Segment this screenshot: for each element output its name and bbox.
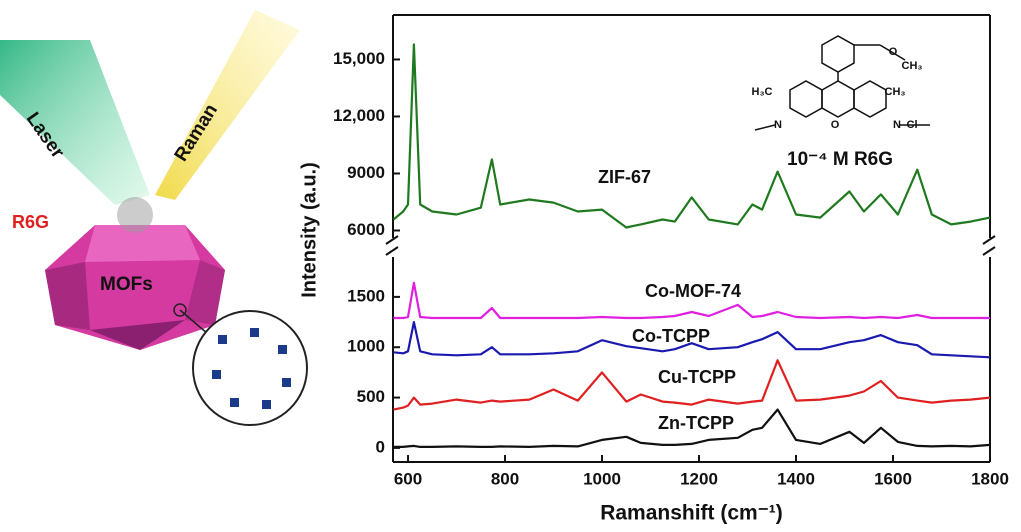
series-label: ZIF-67 xyxy=(598,167,651,187)
y2-tick-label: 6000 xyxy=(347,220,385,239)
atom-label: Cl xyxy=(907,119,918,131)
x-tick-label: 1000 xyxy=(583,469,621,488)
mofs-label: MOFs xyxy=(100,274,153,295)
series-label: Co-MOF-74 xyxy=(645,281,741,301)
x-tick-label: 600 xyxy=(394,469,422,488)
y-tick-label: 500 xyxy=(357,387,385,406)
y2-tick-label: 12,000 xyxy=(333,106,385,125)
atom-label: O xyxy=(831,119,840,131)
illustration: Laser Raman R6G MOFs xyxy=(0,10,307,425)
atom-label: O xyxy=(889,46,898,58)
page: Laser Raman R6G MOFs H₃C CH₃ N O N Cl O CH₃ 10⁻… xyxy=(0,0,1021,527)
x-tick-label: 1200 xyxy=(680,469,718,488)
molecule-sketch xyxy=(755,36,930,130)
x-axis-label: Ramanshift (cm⁻¹) xyxy=(600,502,783,525)
y2-tick-label: 9000 xyxy=(347,163,385,182)
figure: Laser Raman R6G MOFs H₃C CH₃ N O N Cl O CH₃ 10⁻… xyxy=(0,0,1021,527)
r6g-label: R6G xyxy=(12,212,49,232)
y-tick-label: 1500 xyxy=(347,286,385,305)
series-label: Co-TCPP xyxy=(632,326,710,346)
laser-beam xyxy=(0,40,150,205)
x-tick-label: 1600 xyxy=(874,469,912,488)
molecule-labels: H₃C CH₃ N O N Cl O CH₃ xyxy=(752,46,923,131)
atom-label: CH₃ xyxy=(885,86,906,98)
y2-tick-label: 15,000 xyxy=(333,49,385,68)
y-tick-label: 0 xyxy=(376,437,385,456)
x-tick-label: 1800 xyxy=(971,469,1009,488)
x-tick-label: 800 xyxy=(491,469,519,488)
crystal-face xyxy=(45,262,90,330)
x-tick-label: 1400 xyxy=(777,469,815,488)
molecule-cluster xyxy=(117,197,153,233)
atom-label: N xyxy=(774,119,782,131)
sample-label: 10⁻⁴ M R6G xyxy=(787,149,893,170)
series-label: Zn-TCPP xyxy=(658,413,734,433)
raman-beam xyxy=(155,10,300,200)
series-label: Cu-TCPP xyxy=(658,367,736,387)
atom-label: H₃C xyxy=(752,86,773,98)
atom-label: CH₃ xyxy=(902,60,923,72)
atom-label: N xyxy=(893,119,901,131)
axis-break xyxy=(386,247,398,255)
spectrum-line xyxy=(394,45,991,228)
y-axis-label: Intensity (a.u.) xyxy=(298,162,320,298)
y-tick-label: 1000 xyxy=(347,337,385,356)
axis-break xyxy=(983,247,995,255)
